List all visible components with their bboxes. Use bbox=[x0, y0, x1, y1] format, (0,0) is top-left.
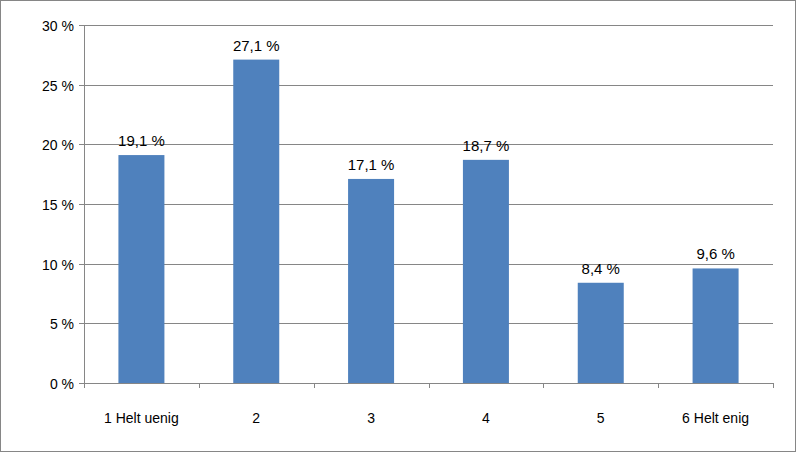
category-separator bbox=[773, 383, 774, 388]
y-tick-label: 15 % bbox=[42, 197, 74, 213]
y-tick-label: 25 % bbox=[42, 78, 74, 94]
bar bbox=[348, 179, 394, 383]
y-tick-label: 30 % bbox=[42, 18, 74, 34]
bar bbox=[693, 268, 739, 383]
category-separator bbox=[199, 383, 200, 388]
bar bbox=[118, 155, 164, 383]
bars bbox=[118, 60, 738, 383]
chart-container: 0 % 5 % 10 % 15 % 20 % 25 % 30 % 1 Helt uenig 2 3… bbox=[0, 0, 796, 452]
bar bbox=[578, 283, 624, 383]
category-separator bbox=[543, 383, 544, 388]
y-tick bbox=[79, 85, 84, 86]
grid-line bbox=[84, 383, 773, 384]
y-tick-label: 20 % bbox=[42, 137, 74, 153]
y-tick bbox=[79, 144, 84, 145]
category-separator bbox=[658, 383, 659, 388]
x-axis-line bbox=[84, 383, 773, 384]
y-tick bbox=[79, 383, 84, 384]
category-separator bbox=[314, 383, 315, 388]
grid-line bbox=[84, 25, 773, 26]
grid-line bbox=[84, 264, 773, 265]
x-tick-label: 5 bbox=[597, 410, 605, 426]
data-label: 9,6 % bbox=[696, 245, 734, 262]
data-label: 8,4 % bbox=[582, 260, 620, 277]
x-tick-label: 4 bbox=[482, 410, 490, 426]
y-tick bbox=[79, 25, 84, 26]
x-tick-label: 6 Helt enig bbox=[682, 410, 749, 426]
y-tick-label: 0 % bbox=[50, 376, 74, 392]
y-tick bbox=[79, 204, 84, 205]
y-tick bbox=[79, 264, 84, 265]
x-tick-label: 1 Helt uenig bbox=[104, 410, 179, 426]
bar bbox=[463, 160, 509, 383]
grid-line bbox=[84, 204, 773, 205]
x-tick-label: 2 bbox=[252, 410, 260, 426]
category-separator bbox=[429, 383, 430, 388]
chart-border bbox=[1, 1, 796, 452]
grid-line bbox=[84, 323, 773, 324]
y-axis-line bbox=[84, 25, 85, 383]
grid-line bbox=[84, 85, 773, 86]
data-label: 27,1 % bbox=[233, 37, 280, 54]
category-separator bbox=[84, 383, 85, 388]
chart-svg: 0 % 5 % 10 % 15 % 20 % 25 % 30 % 1 Helt uenig 2 3… bbox=[0, 0, 796, 452]
data-label: 19,1 % bbox=[118, 132, 165, 149]
y-tick-label: 5 % bbox=[50, 316, 74, 332]
data-label: 17,1 % bbox=[348, 156, 395, 173]
x-tick-label: 3 bbox=[367, 410, 375, 426]
data-label: 18,7 % bbox=[463, 137, 510, 154]
bar bbox=[233, 60, 279, 383]
grid-line bbox=[84, 144, 773, 145]
y-tick bbox=[79, 323, 84, 324]
y-tick-label: 10 % bbox=[42, 257, 74, 273]
